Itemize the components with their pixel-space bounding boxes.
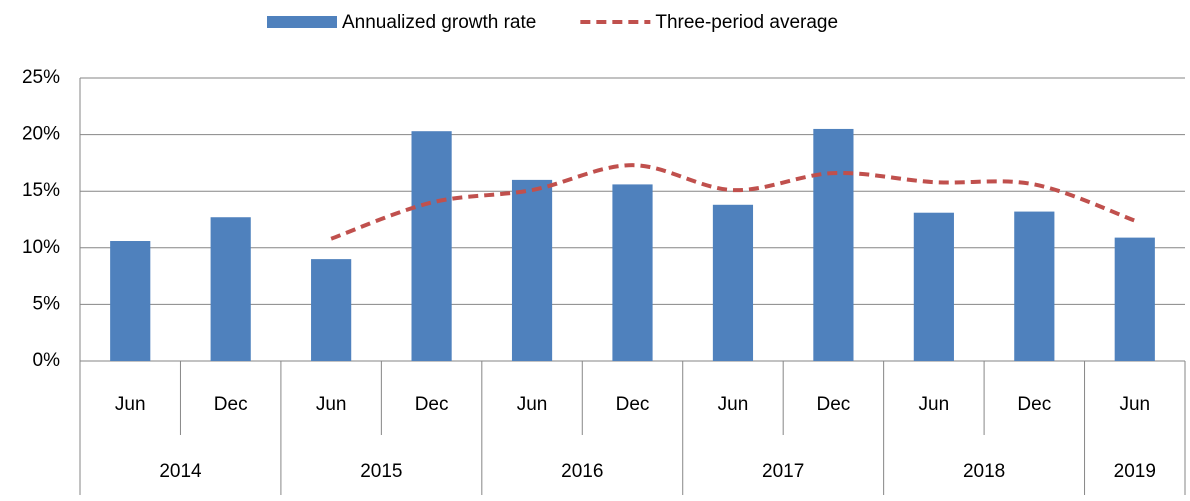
group-label: 2016 — [561, 461, 603, 482]
bar — [813, 128, 854, 361]
group-label: 2014 — [159, 461, 202, 482]
bar — [110, 241, 151, 361]
bar — [511, 179, 553, 361]
bar — [411, 131, 452, 361]
x-tick-label: Jun — [316, 394, 347, 415]
x-tick-label: Dec — [214, 394, 248, 415]
bar — [1114, 237, 1155, 361]
line — [330, 163, 1136, 241]
legend-swatch — [267, 16, 337, 28]
y-tick-label: 25% — [22, 67, 60, 88]
y-tick-label: 20% — [22, 124, 60, 145]
legend-label: Three-period average — [655, 12, 838, 33]
x-tick-label: Jun — [517, 394, 548, 415]
x-tick-label: Jun — [718, 394, 749, 415]
x-tick-label: Dec — [415, 394, 449, 415]
y-tick-label: 0% — [33, 350, 61, 371]
bar — [210, 217, 251, 361]
y-tick-label: 10% — [22, 237, 60, 258]
bar — [712, 204, 754, 361]
y-tick-label: 15% — [22, 180, 60, 201]
y-tick-label: 5% — [33, 293, 61, 314]
x-tick-label: Dec — [616, 394, 650, 415]
bar — [311, 259, 352, 361]
group-label: 2018 — [963, 461, 1005, 482]
legend-label: Annualized growth rate — [342, 12, 536, 33]
bar — [612, 184, 653, 361]
x-tick-label: Jun — [919, 394, 950, 415]
x-tick-label: Jun — [115, 394, 146, 415]
x-tick-label: Dec — [1017, 394, 1051, 415]
group-label: 2015 — [360, 461, 402, 482]
bar — [1014, 211, 1055, 361]
group-label: 2017 — [762, 461, 804, 482]
group-label: 2019 — [1114, 461, 1156, 482]
bar — [913, 212, 954, 361]
x-tick-label: Dec — [817, 394, 851, 415]
x-tick-label: Jun — [1119, 394, 1150, 415]
